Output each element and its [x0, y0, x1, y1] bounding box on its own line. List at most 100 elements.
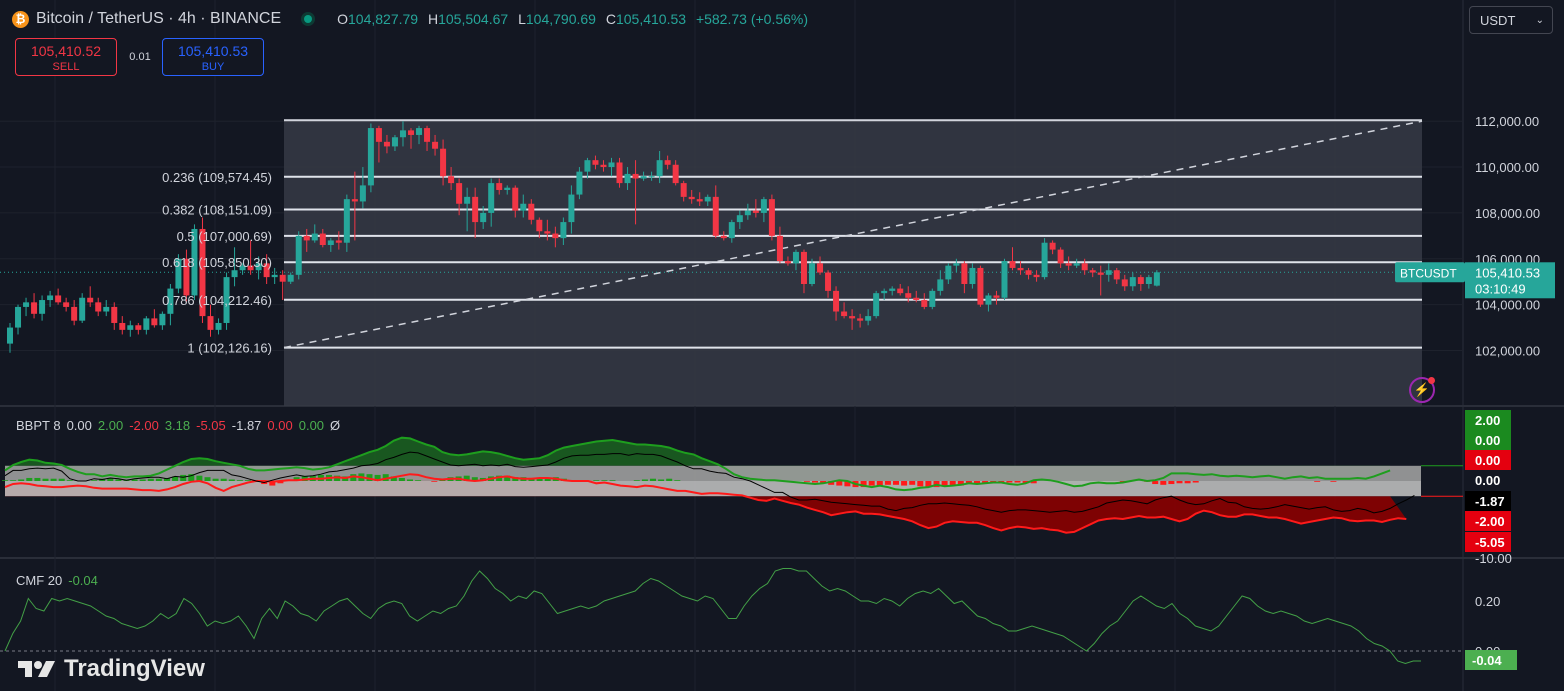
- bbpt-values: 0.00 2.00 -2.00 3.18 -5.05 -1.87 0.00 0.00 Ø: [67, 418, 347, 433]
- price-tick-label: 112,000.00: [1475, 114, 1539, 129]
- candle-body: [873, 293, 880, 317]
- candle-body: [464, 196, 471, 204]
- candle-body: [183, 258, 190, 296]
- candle-body: [47, 295, 54, 301]
- candle-body: [865, 316, 872, 321]
- fib-label: 1 (102,126.16): [187, 341, 272, 356]
- chevron-down-icon: ⌄: [1535, 14, 1544, 26]
- candle-body: [239, 265, 246, 271]
- bbpt-legend[interactable]: BBPT 8 0.00 2.00 -2.00 3.18 -5.05 -1.87 0.00 0.0…: [16, 418, 352, 433]
- candle-body: [776, 235, 783, 262]
- bbpt-upper-line: [4, 436, 1391, 492]
- bbpt-histogram-bar: [666, 478, 673, 481]
- bbpt-histogram-bar: [884, 481, 891, 485]
- candle-body: [215, 322, 222, 330]
- trendline: [283, 120, 1423, 349]
- currency-value: USDT: [1480, 12, 1516, 28]
- sell-price: 105,410.52: [30, 43, 102, 59]
- candle-body: [79, 297, 86, 321]
- candle-body: [544, 231, 551, 234]
- candle-body: [127, 325, 134, 330]
- bbpt-histogram-bar: [925, 481, 932, 488]
- bbpt-histogram-bar: [115, 479, 122, 481]
- fib-label: 0.5 (107,000.69): [177, 229, 272, 244]
- symbol-title[interactable]: Bitcoin / TetherUS · 4h · BINANCE: [36, 10, 282, 27]
- bbpt-histogram-bar: [941, 481, 948, 486]
- fib-label: 0.236 (109,574.45): [162, 170, 272, 185]
- candle-body: [592, 160, 599, 165]
- open-value: 104,827.79: [348, 11, 419, 27]
- bbpt-scale-badge: [1465, 470, 1511, 490]
- lightning-icon[interactable]: ⚡: [1409, 377, 1435, 403]
- candle-body: [199, 228, 206, 317]
- candle-body: [568, 194, 575, 223]
- bbpt-scale-badge: [1465, 450, 1511, 470]
- candle-body: [1033, 274, 1040, 278]
- candle-body: [1073, 263, 1080, 266]
- bbpt-histogram-bar: [593, 480, 600, 481]
- currency-select[interactable]: USDT ⌄: [1469, 6, 1553, 34]
- bbpt-histogram-bar: [463, 475, 470, 481]
- buy-label: BUY: [201, 61, 225, 73]
- candle-body: [640, 176, 647, 179]
- bbpt-histogram-bar: [382, 474, 389, 481]
- bitcoin-icon: ₿: [12, 10, 29, 28]
- bbpt-histogram-bar: [1168, 481, 1175, 485]
- candle-body: [600, 164, 607, 168]
- bbpt-histogram-bar: [1184, 481, 1191, 484]
- bbpt-histogram-bar: [909, 481, 916, 485]
- candle-body: [63, 302, 70, 307]
- candle-body: [335, 240, 342, 243]
- bbpt-histogram-bar: [836, 481, 843, 486]
- candle-body: [383, 141, 390, 147]
- bbpt-histogram-bar: [1176, 481, 1183, 484]
- candle-body: [151, 318, 158, 326]
- sell-button[interactable]: 105,410.52 SELL: [15, 38, 117, 76]
- bbpt-histogram-bar: [650, 478, 656, 481]
- candle-body: [263, 263, 270, 278]
- candle-body: [1113, 270, 1120, 280]
- bbpt-histogram-bar: [407, 479, 413, 481]
- candle-body: [921, 300, 928, 307]
- buy-button[interactable]: 105,410.53 BUY: [162, 38, 264, 76]
- bbpt-histogram-bar: [180, 474, 187, 481]
- sell-label: SELL: [52, 61, 80, 73]
- candle-body: [969, 267, 976, 284]
- symbol-header: ₿ Bitcoin / TetherUS · 4h · BINANCE O104…: [12, 8, 814, 30]
- bbpt-histogram-bar: [398, 477, 405, 481]
- candle-body: [809, 263, 815, 284]
- candle-body: [905, 293, 912, 298]
- bbpt-histogram-bar: [91, 480, 98, 481]
- change-value: +582.73 (+0.56%): [695, 11, 809, 27]
- bbpt-histogram-bar: [812, 481, 818, 483]
- candle-body: [440, 148, 447, 177]
- candle-body: [680, 183, 687, 197]
- candle-body: [359, 185, 366, 202]
- bbpt-histogram-bar: [2, 480, 8, 481]
- candle-body: [913, 297, 920, 301]
- candle-body: [1009, 261, 1016, 268]
- price-tick-label: 110,000.00: [1475, 160, 1539, 175]
- candle-body: [624, 173, 631, 184]
- candle-body: [311, 233, 318, 241]
- candle-body: [1001, 261, 1008, 298]
- candle-body: [768, 199, 775, 236]
- bbpt-histogram-bar: [901, 481, 908, 486]
- candle-body: [1153, 272, 1160, 286]
- bbpt-histogram-bar: [949, 481, 956, 486]
- bbpt-histogram-bar: [164, 477, 170, 481]
- cmf-legend[interactable]: CMF 20 -0.04: [16, 573, 104, 588]
- close-key: C: [605, 11, 616, 27]
- candle-body: [343, 199, 350, 243]
- candle-body: [295, 235, 302, 275]
- candle-body: [825, 272, 832, 291]
- candle-body: [728, 222, 735, 239]
- candle-body: [408, 130, 414, 135]
- tradingview-logo[interactable]: TradingView: [18, 655, 205, 683]
- candle-body: [424, 128, 431, 142]
- bbpt-histogram-bar: [1030, 481, 1037, 484]
- candle-body: [528, 203, 535, 220]
- bbpt-histogram-bar: [828, 481, 835, 485]
- bbpt-lower-line: [4, 473, 1407, 534]
